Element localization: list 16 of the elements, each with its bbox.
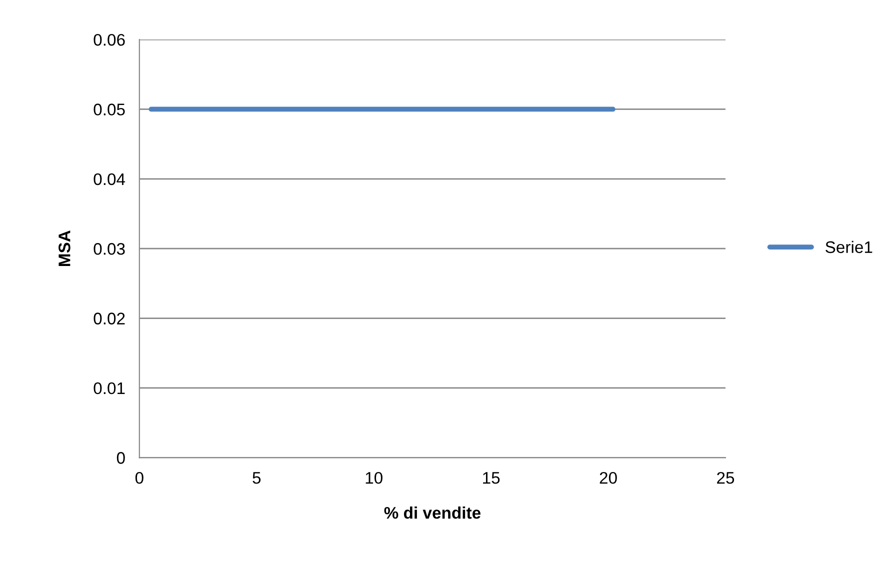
x-tick-label: 15 [483, 472, 500, 484]
x-tick-label: 0 [135, 472, 144, 484]
y-tick-label: 0.04 [94, 173, 126, 186]
x-tick-label: 20 [600, 472, 617, 484]
y-tick-label: 0.06 [94, 34, 125, 46]
x-tick-label: 5 [252, 472, 261, 484]
y-tick-label: 0 [116, 452, 125, 464]
legend-label: Serie1 [826, 240, 872, 254]
y-axis-title: MSA [58, 230, 70, 266]
y-tick-label: 0.01 [94, 382, 125, 394]
y-tick-label: 0.05 [94, 104, 125, 116]
x-tick-label: 25 [717, 472, 734, 484]
x-tick-label: 10 [366, 472, 382, 484]
y-tick-label: 0.03 [94, 243, 125, 255]
y-tick-label: 0.02 [94, 312, 125, 324]
x-axis-title: % di vendite [384, 506, 481, 519]
